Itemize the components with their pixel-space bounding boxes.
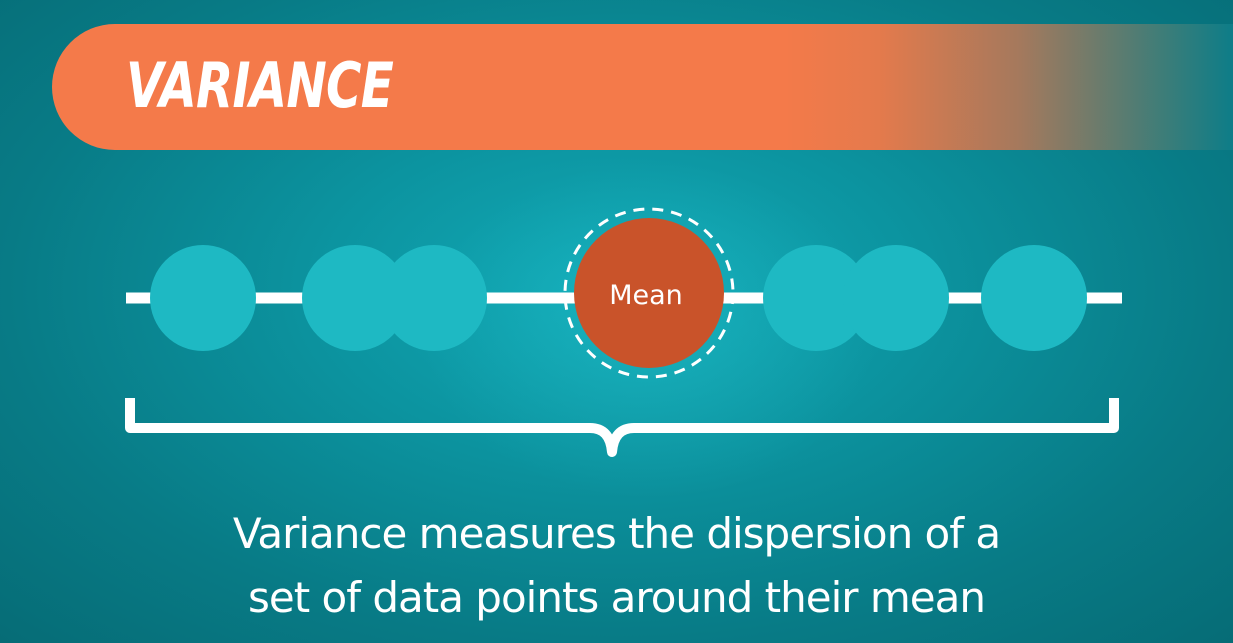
mean-label: Mean	[609, 280, 683, 311]
data-point-3	[381, 245, 487, 351]
data-point-6	[981, 245, 1087, 351]
data-point-1	[150, 245, 256, 351]
data-point-4	[763, 245, 869, 351]
caption-line-1: Variance measures the dispersion of a	[232, 509, 1001, 558]
data-point-2	[302, 245, 408, 351]
caption-line-2: set of data points around their mean	[247, 573, 986, 622]
data-point-5	[843, 245, 949, 351]
title-banner	[52, 24, 1233, 150]
page-title: VARIANCE	[126, 49, 394, 122]
mean-point	[574, 218, 724, 368]
mean-dashed-ring	[563, 207, 735, 379]
caption: Variance measures the dispersion of a se…	[0, 502, 1233, 630]
range-bracket	[125, 398, 1119, 457]
